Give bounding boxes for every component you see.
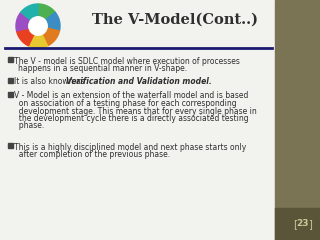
Text: on association of a testing phase for each corresponding: on association of a testing phase for ea… — [14, 99, 236, 108]
Bar — [275, 208, 320, 240]
Polygon shape — [38, 26, 60, 46]
Text: The V - model is SDLC model where execution of processes: The V - model is SDLC model where execut… — [14, 56, 240, 66]
Text: Verification and Validation model.: Verification and Validation model. — [66, 78, 212, 86]
Bar — [8, 57, 12, 61]
Text: It is also known as ​: It is also known as ​ — [14, 78, 87, 86]
Bar — [275, 0, 320, 240]
Text: happens in a sequential manner in V-shape.: happens in a sequential manner in V-shap… — [18, 64, 187, 73]
Text: V - Model is an extension of the waterfall model and is based: V - Model is an extension of the waterfa… — [14, 91, 248, 101]
Polygon shape — [38, 4, 55, 26]
Text: The V-Model(Cont..): The V-Model(Cont..) — [92, 13, 258, 27]
Text: ]: ] — [308, 219, 311, 229]
Circle shape — [29, 17, 47, 35]
Text: [: [ — [293, 219, 297, 229]
Text: 23: 23 — [296, 220, 309, 228]
Text: after completion of the previous phase.: after completion of the previous phase. — [14, 150, 170, 159]
Polygon shape — [28, 26, 48, 48]
Bar — [8, 143, 12, 148]
Bar — [8, 92, 12, 96]
Polygon shape — [17, 26, 38, 46]
Polygon shape — [21, 4, 38, 26]
Bar — [8, 78, 12, 83]
Text: phase.: phase. — [14, 121, 44, 131]
Text: This is a highly disciplined model and next phase starts only: This is a highly disciplined model and n… — [14, 143, 246, 151]
Text: development stage. This means that for every single phase in: development stage. This means that for e… — [14, 107, 257, 115]
Polygon shape — [38, 12, 60, 31]
Text: the development cycle there is a directly associated testing: the development cycle there is a directl… — [14, 114, 249, 123]
Polygon shape — [16, 12, 38, 31]
